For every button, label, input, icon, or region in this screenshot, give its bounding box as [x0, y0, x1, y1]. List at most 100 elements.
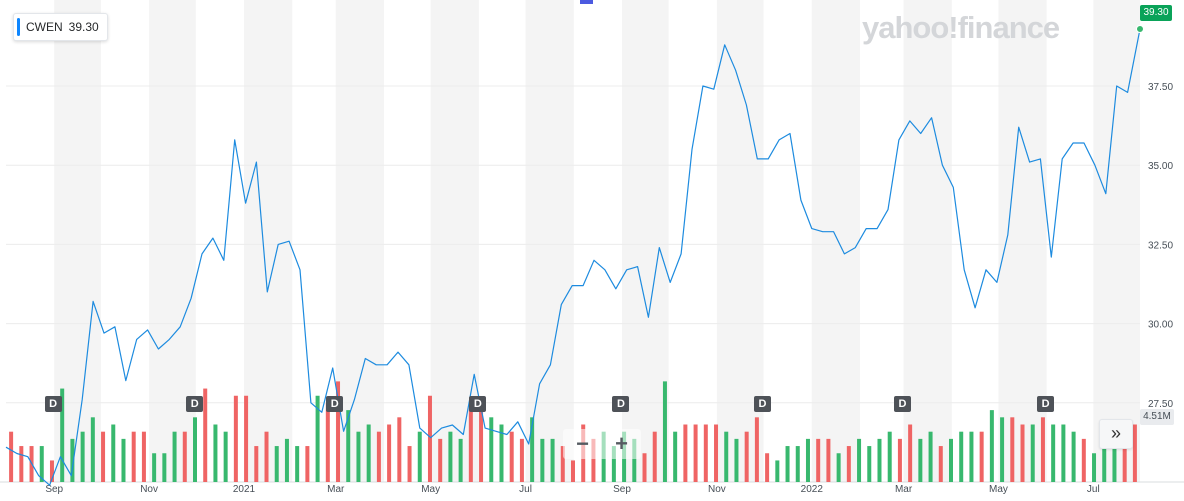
month-band [335, 0, 384, 482]
x-tick-label: Jul [1087, 484, 1100, 495]
x-tick-label: Mar [895, 484, 913, 495]
volume-bar [366, 424, 371, 482]
volume-bar [509, 431, 514, 482]
volume-bar [683, 424, 688, 482]
volume-bar [846, 446, 851, 482]
volume-bar [193, 417, 197, 482]
volume-bar [213, 424, 218, 482]
volume-bar [407, 446, 412, 482]
volume-bar [417, 431, 422, 482]
volume-bar [560, 446, 565, 482]
x-tick-label: May [989, 484, 1008, 495]
volume-bar [448, 431, 453, 482]
volume-bar [274, 446, 279, 482]
volume-bar [1102, 438, 1107, 482]
month-band [811, 0, 860, 482]
volume-bar [223, 431, 228, 482]
volume-bar [908, 424, 913, 482]
dividend-marker[interactable]: D [754, 396, 771, 412]
volume-bar [928, 431, 933, 482]
month-band [903, 0, 952, 482]
volume-bar [468, 402, 473, 482]
volume-bar [826, 438, 831, 482]
x-tick-label: Sep [45, 484, 63, 495]
expand-chart-button[interactable]: » [1099, 419, 1133, 449]
dividend-marker[interactable]: D [186, 396, 204, 412]
zoom-out-button[interactable]: − [576, 431, 589, 456]
x-tick-label: May [421, 484, 440, 495]
volume-bar [111, 424, 116, 482]
volume-bar [499, 424, 504, 482]
volume-bar [346, 410, 351, 482]
volume-bar [724, 431, 729, 482]
last-price-dot [1136, 25, 1144, 34]
volume-bar [244, 395, 249, 482]
volume-bar [356, 431, 361, 482]
ticker-price: 39.30 [68, 20, 99, 34]
x-tick-label: Nov [708, 484, 726, 495]
volume-bar [979, 431, 984, 482]
volume-bar [1092, 453, 1097, 482]
volume-bar [1061, 424, 1066, 482]
volume-bar [550, 438, 555, 482]
dividend-marker[interactable]: D [326, 396, 344, 412]
volume-bar [857, 438, 862, 482]
dividend-marker[interactable]: D [469, 396, 487, 412]
volume-bar [233, 395, 238, 482]
volume-bar [325, 402, 330, 482]
month-band [1093, 0, 1140, 482]
dividend-marker[interactable]: D [1037, 396, 1055, 412]
volume-bar [887, 431, 892, 482]
volume-bar [1051, 424, 1056, 482]
dividend-marker[interactable]: D [44, 396, 62, 412]
dividend-marker[interactable]: D [894, 396, 911, 412]
volume-label: 4.51M [1140, 409, 1174, 425]
volume-bar [816, 438, 821, 482]
volume-bar [1010, 417, 1015, 482]
volume-bar [744, 431, 749, 482]
month-band [244, 0, 293, 482]
range-selector-handle[interactable] [580, 0, 593, 4]
ticker-legend[interactable]: CWEN 39.30 [13, 13, 108, 41]
volume-bar [642, 453, 647, 482]
volume-bar [284, 438, 289, 482]
dividend-marker[interactable]: D [612, 396, 630, 412]
zoom-in-button[interactable]: + [615, 431, 628, 456]
volume-bar [1000, 417, 1005, 482]
volume-bar [1071, 431, 1076, 482]
volume-bar [703, 424, 708, 482]
volume-bar [959, 431, 964, 482]
volume-bar [141, 431, 146, 482]
y-tick-label: 35.00 [1148, 161, 1173, 172]
volume-bar [479, 410, 484, 482]
volume-bar [60, 388, 65, 482]
volume-bar [438, 438, 443, 482]
volume-bar [775, 460, 780, 482]
x-tick-label: Jul [519, 484, 532, 495]
volume-bar [867, 446, 872, 482]
volume-bar [805, 438, 810, 482]
volume-bar [1132, 424, 1137, 482]
volume-bar [458, 438, 463, 482]
volume-bar [182, 431, 187, 482]
volume-bar [1020, 424, 1025, 482]
x-tick-label: Sep [613, 484, 631, 495]
volume-bar [1122, 438, 1127, 482]
volume-bar [172, 431, 177, 482]
volume-bar [397, 417, 402, 482]
volume-bar [918, 438, 923, 482]
volume-bar [540, 438, 545, 482]
y-tick-label: 37.50 [1148, 82, 1173, 93]
y-tick-label: 32.50 [1148, 240, 1173, 251]
series-color-swatch [17, 18, 20, 36]
volume-bar [295, 446, 300, 482]
volume-bar [897, 438, 902, 482]
volume-bar [765, 453, 770, 482]
volume-bar [336, 381, 341, 482]
volume-bar [785, 446, 790, 482]
volume-bar [305, 446, 310, 482]
last-price-label: 39.30 [1140, 5, 1172, 21]
volume-bar [1081, 438, 1086, 482]
month-band [525, 0, 574, 482]
